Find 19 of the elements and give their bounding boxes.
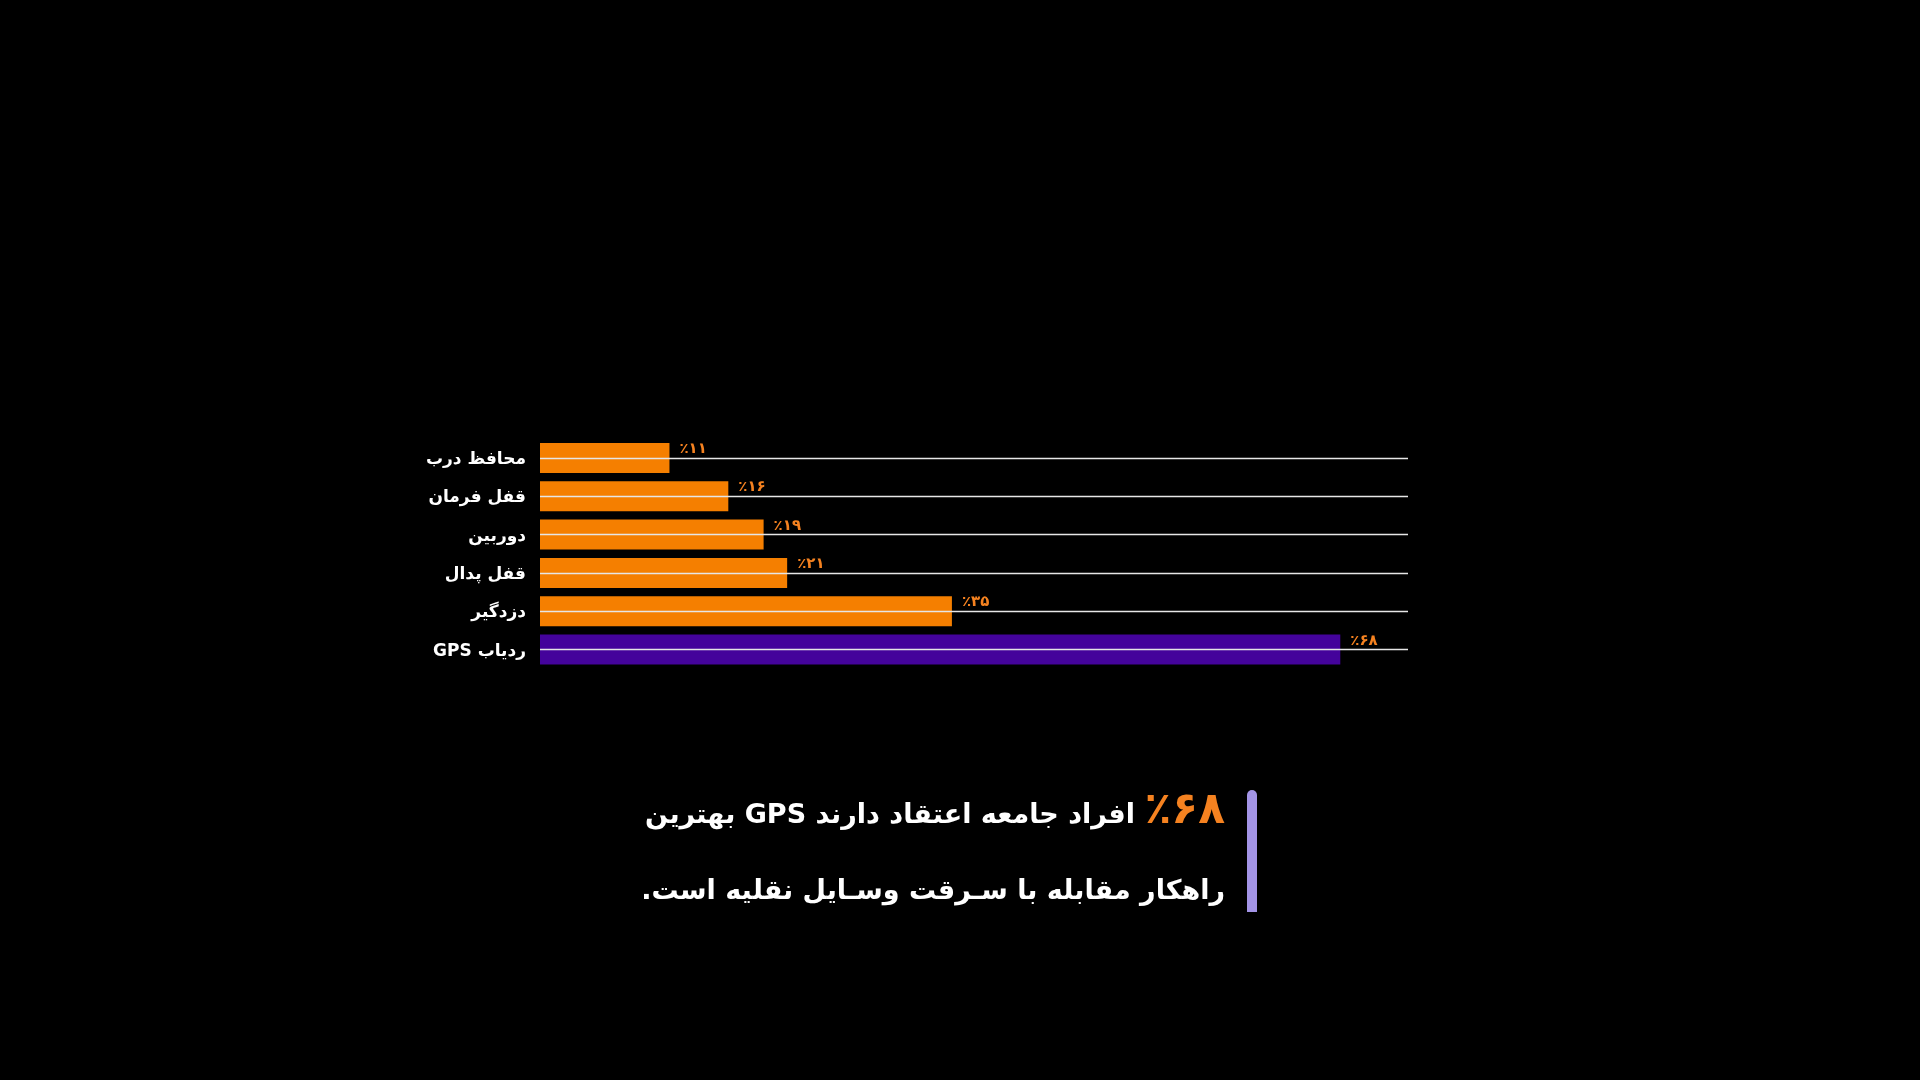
y-tick-label: قفل پدال <box>444 562 526 584</box>
y-tick-label: محافظ درب <box>425 448 526 468</box>
bar <box>540 596 952 627</box>
data-label: ٪۳۵ <box>961 592 990 611</box>
bar <box>540 519 764 550</box>
bar <box>540 634 1341 665</box>
y-tick-label: دزدگیر <box>470 601 527 623</box>
bar <box>540 481 729 512</box>
data-label: ٪۱۹ <box>773 515 802 534</box>
data-label: ٪۱۱ <box>679 439 707 457</box>
data-label: ٪۱۶ <box>738 477 766 496</box>
data-label: ٪۶۸ <box>1350 630 1378 649</box>
y-tick-label: قفل فرمان <box>428 486 526 508</box>
bar <box>540 443 670 473</box>
y-tick-label: ردیاب GPS <box>433 639 526 660</box>
data-label: ٪۲۱ <box>797 553 825 572</box>
text: ٪۶۸ افراد جامعه اعتقاد دارند GPS بهترین راهکار مقابله با سـرقت وسـایل نقلیه است. <box>641 782 1225 905</box>
y-tick-label: دوربین <box>468 524 527 546</box>
bar <box>540 557 788 588</box>
